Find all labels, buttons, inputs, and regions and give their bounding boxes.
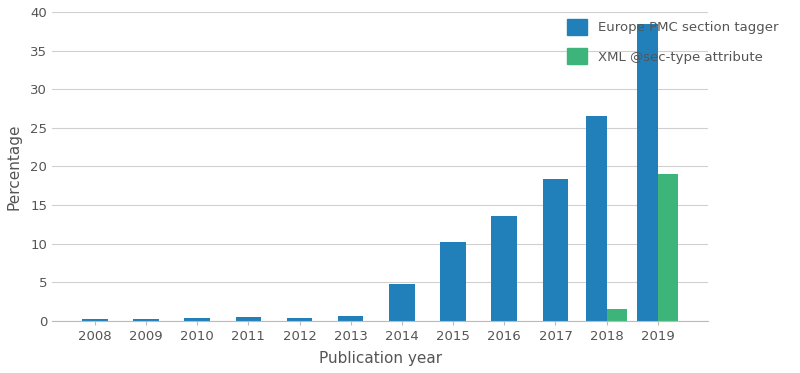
Bar xyxy=(440,242,466,321)
Bar xyxy=(658,174,678,321)
Bar xyxy=(82,319,107,321)
Bar xyxy=(389,285,414,321)
Bar xyxy=(184,318,210,321)
Bar xyxy=(586,116,606,321)
Bar xyxy=(338,316,363,321)
Bar xyxy=(491,216,517,321)
Bar xyxy=(638,23,658,321)
Bar xyxy=(286,318,312,321)
Bar xyxy=(133,319,158,321)
Bar xyxy=(606,309,627,321)
Bar xyxy=(542,179,568,321)
Bar xyxy=(235,317,261,321)
X-axis label: Publication year: Publication year xyxy=(318,351,442,366)
Legend: Europe PMC section tagger, XML @sec-type attribute: Europe PMC section tagger, XML @sec-type… xyxy=(561,12,785,71)
Y-axis label: Percentage: Percentage xyxy=(7,123,22,210)
